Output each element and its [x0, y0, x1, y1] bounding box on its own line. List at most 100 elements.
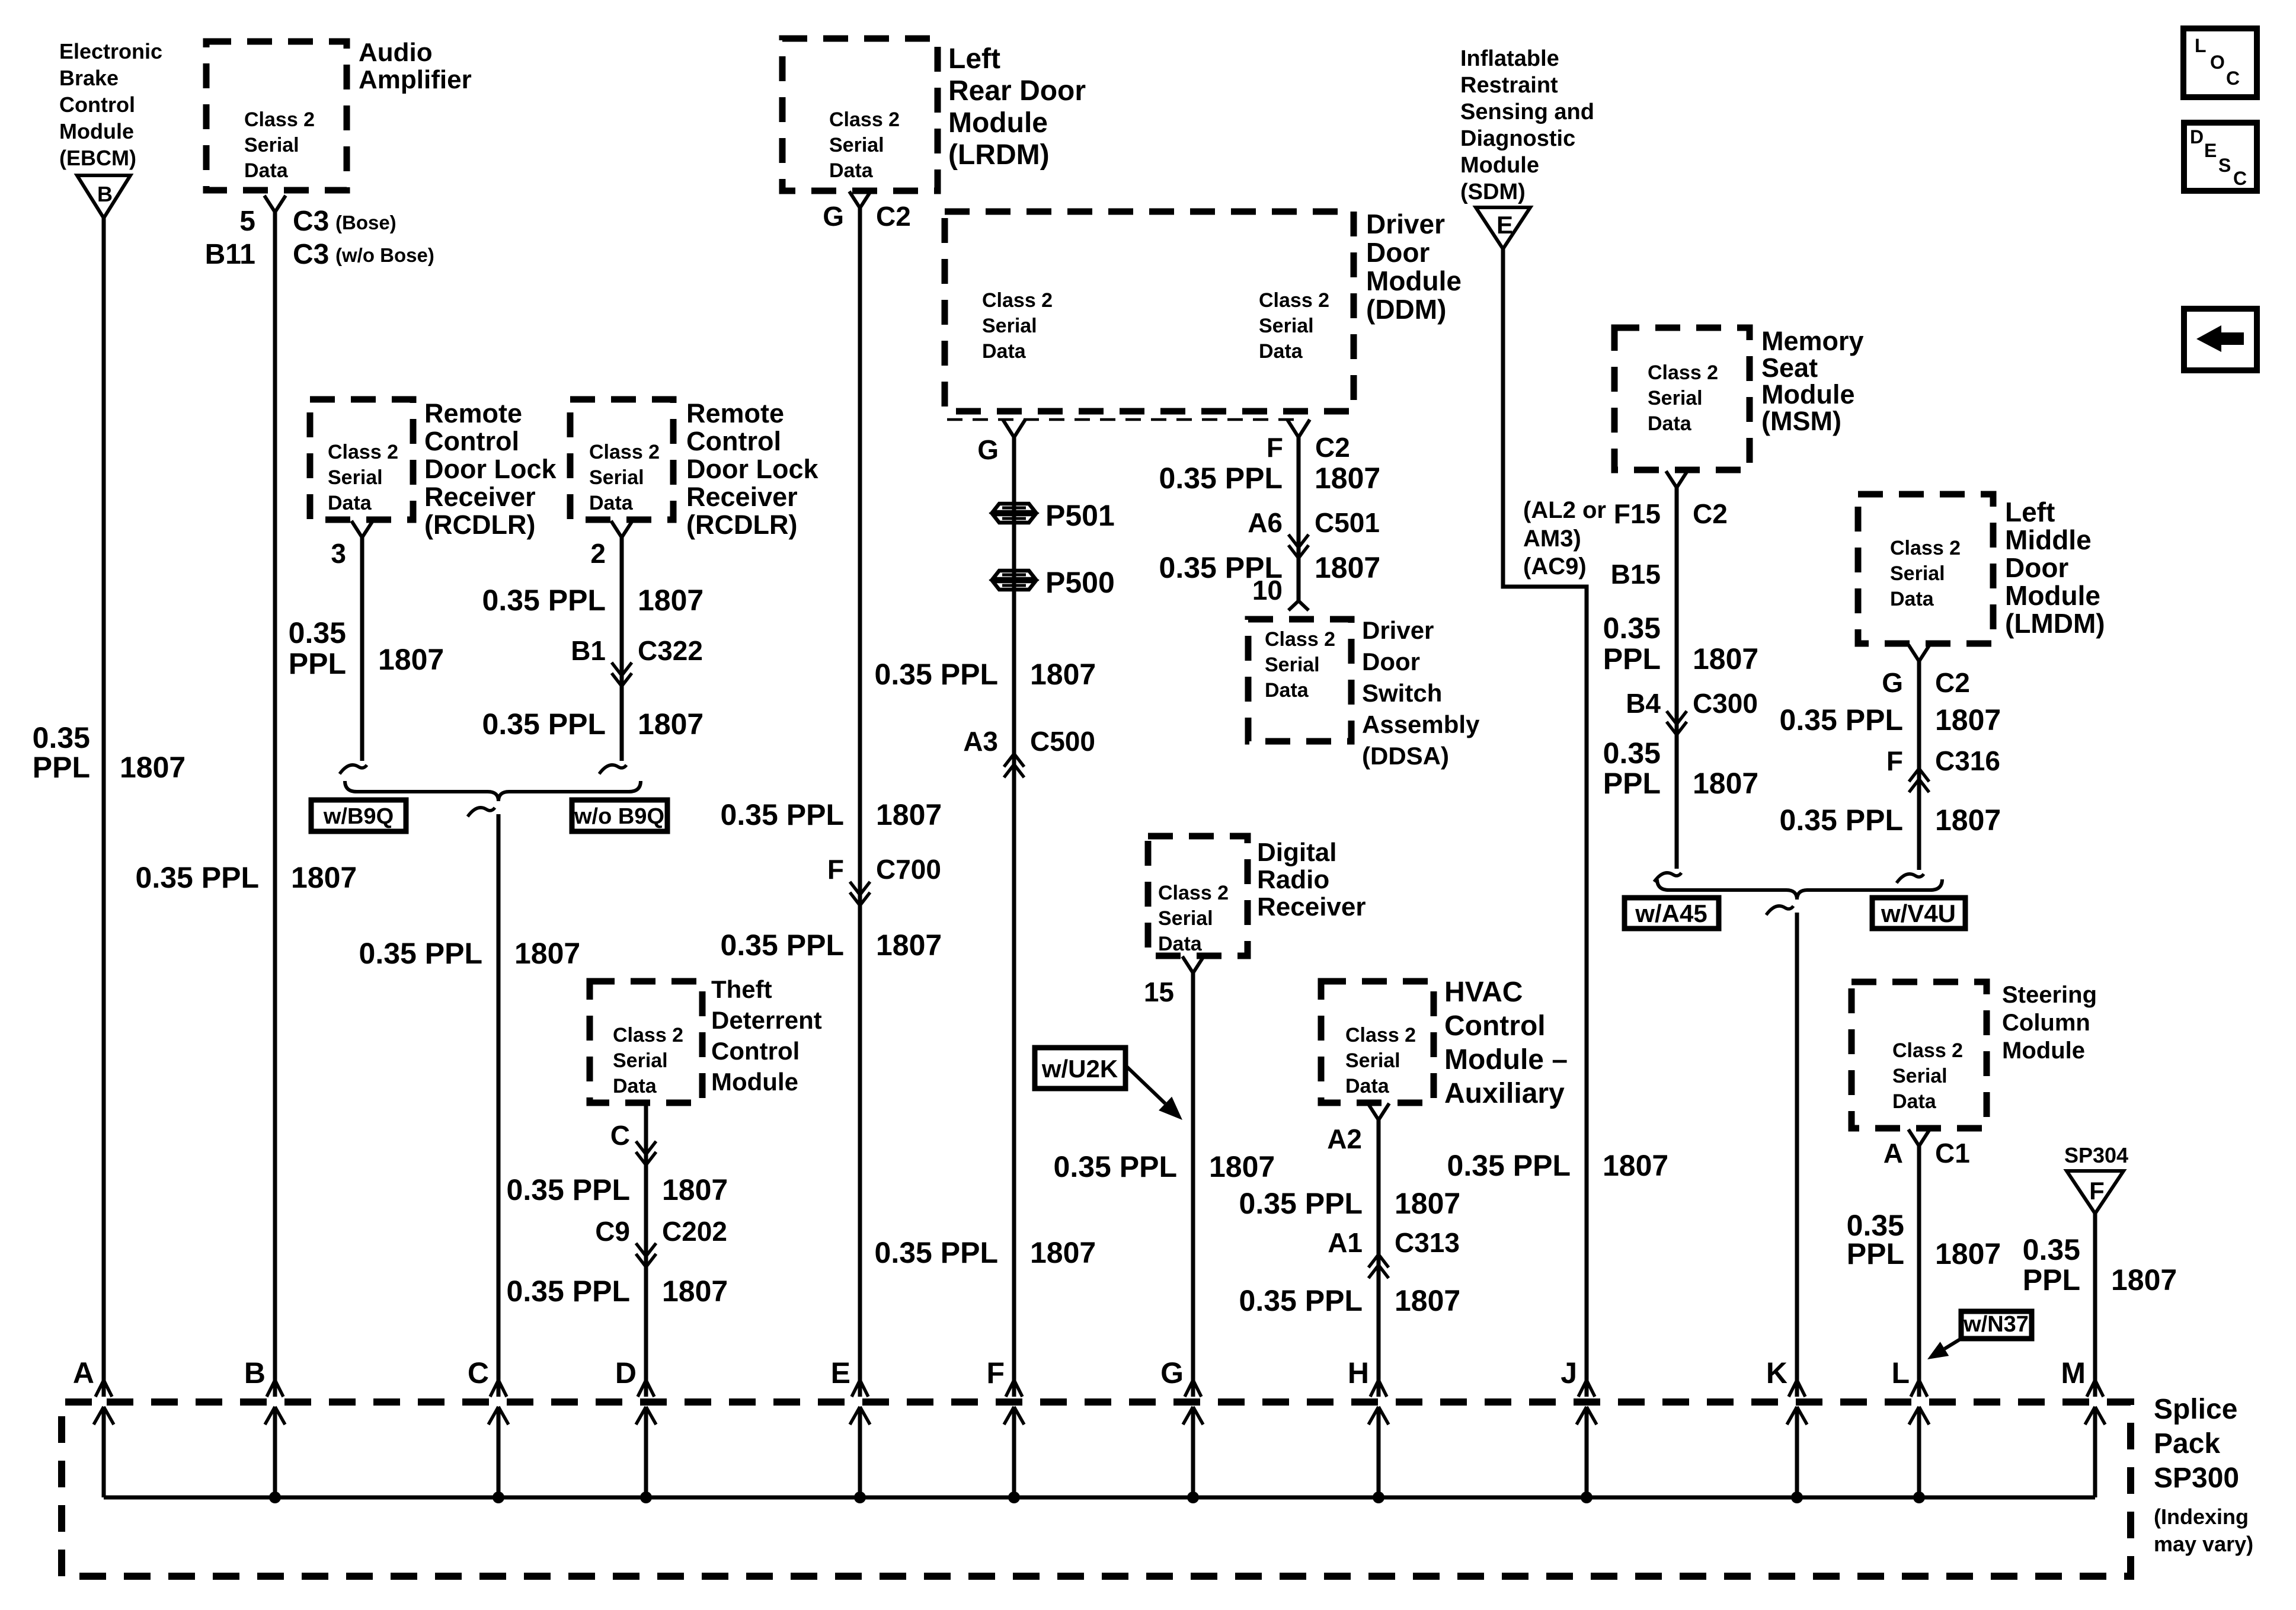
svg-text:w/U2K: w/U2K — [1041, 1055, 1118, 1083]
svg-text:B11: B11 — [205, 239, 255, 270]
svg-text:F: F — [1886, 745, 1903, 776]
svg-text:Data: Data — [613, 1075, 657, 1097]
svg-text:B: B — [97, 182, 113, 206]
svg-text:J: J — [1560, 1356, 1577, 1390]
svg-text:1807: 1807 — [120, 751, 186, 784]
svg-text:Audio: Audio — [359, 38, 433, 67]
svg-text:Data: Data — [982, 340, 1027, 363]
svg-text:Data: Data — [1892, 1090, 1937, 1113]
svg-text:C316: C316 — [1935, 745, 2000, 776]
svg-text:Serial: Serial — [1892, 1065, 1948, 1087]
svg-text:A: A — [1884, 1138, 1903, 1169]
svg-text:C202: C202 — [662, 1216, 727, 1247]
svg-text:L: L — [2195, 35, 2207, 56]
svg-text:Control: Control — [1444, 1010, 1546, 1042]
svg-text:(Bose): (Bose) — [335, 212, 396, 233]
svg-text:Module: Module — [711, 1068, 798, 1096]
svg-text:G: G — [823, 201, 844, 232]
svg-text:Data: Data — [1158, 933, 1203, 955]
svg-text:C: C — [610, 1120, 630, 1151]
svg-text:Serial: Serial — [613, 1049, 668, 1072]
svg-text:1807: 1807 — [1315, 462, 1380, 495]
svg-text:0.35 PPL: 0.35 PPL — [1239, 1284, 1363, 1317]
svg-text:1807: 1807 — [1315, 551, 1380, 584]
svg-text:3: 3 — [331, 538, 346, 569]
svg-text:Serial: Serial — [982, 315, 1037, 337]
svg-text:Class 2: Class 2 — [1158, 882, 1229, 904]
svg-text:Radio: Radio — [1257, 865, 1329, 894]
svg-text:C300: C300 — [1693, 688, 1758, 719]
svg-text:Sensing and: Sensing and — [1460, 100, 1594, 124]
svg-text:1807: 1807 — [1030, 1236, 1096, 1269]
svg-text:Data: Data — [829, 159, 874, 182]
svg-text:1807: 1807 — [876, 929, 942, 962]
svg-text:may vary): may vary) — [2154, 1532, 2253, 1556]
svg-text:Door Lock: Door Lock — [686, 454, 818, 484]
svg-text:0.35 PPL: 0.35 PPL — [1159, 462, 1283, 495]
svg-text:1807: 1807 — [1693, 642, 1758, 676]
svg-text:Deterrent: Deterrent — [711, 1006, 822, 1034]
svg-text:Column: Column — [2002, 1010, 2090, 1036]
svg-text:P501: P501 — [1045, 499, 1115, 532]
svg-text:(DDSA): (DDSA) — [1362, 742, 1449, 770]
svg-text:C501: C501 — [1315, 507, 1380, 538]
svg-text:Module: Module — [1366, 265, 1462, 296]
svg-text:Data: Data — [1259, 340, 1303, 363]
svg-text:0.35 PPL: 0.35 PPL — [482, 708, 606, 741]
svg-text:1807: 1807 — [638, 584, 703, 617]
svg-text:Data: Data — [1648, 412, 1692, 435]
svg-text:1807: 1807 — [1030, 658, 1096, 691]
svg-text:Data: Data — [1265, 679, 1309, 702]
svg-text:C2: C2 — [1693, 498, 1728, 529]
svg-text:Remote: Remote — [424, 398, 522, 428]
svg-text:Electronic: Electronic — [59, 39, 162, 63]
svg-text:Left: Left — [948, 43, 1000, 75]
svg-text:Data: Data — [244, 159, 289, 182]
svg-text:Driver: Driver — [1366, 209, 1445, 239]
svg-text:Door Lock: Door Lock — [424, 454, 557, 484]
svg-text:PPL: PPL — [1603, 767, 1661, 800]
svg-text:Restraint: Restraint — [1460, 73, 1558, 98]
svg-text:C: C — [468, 1356, 489, 1390]
svg-text:C1: C1 — [1935, 1138, 1970, 1169]
svg-text:Class 2: Class 2 — [1890, 537, 1961, 559]
svg-text:Door: Door — [2005, 552, 2068, 583]
svg-text:1807: 1807 — [1209, 1150, 1275, 1183]
svg-text:O: O — [2210, 52, 2225, 73]
svg-text:w/A45: w/A45 — [1635, 900, 1707, 927]
svg-text:B1: B1 — [571, 635, 606, 666]
svg-text:PPL: PPL — [289, 647, 346, 680]
svg-text:C500: C500 — [1030, 726, 1095, 757]
svg-text:C700: C700 — [876, 854, 941, 885]
svg-text:Module –: Module – — [1444, 1044, 1568, 1076]
svg-text:1807: 1807 — [1603, 1149, 1668, 1182]
svg-text:Assembly: Assembly — [1362, 710, 1480, 738]
svg-text:(RCDLR): (RCDLR) — [686, 510, 797, 540]
svg-text:(w/o Bose): (w/o Bose) — [335, 244, 434, 266]
svg-text:0.35: 0.35 — [1603, 737, 1661, 770]
svg-text:M: M — [2061, 1356, 2086, 1390]
svg-text:1807: 1807 — [291, 861, 357, 894]
svg-text:Class 2: Class 2 — [613, 1024, 683, 1046]
svg-text:B15: B15 — [1611, 559, 1661, 590]
svg-text:L: L — [1891, 1356, 1910, 1390]
svg-text:PPL: PPL — [2023, 1263, 2080, 1297]
svg-text:0.35 PPL: 0.35 PPL — [507, 1275, 630, 1308]
svg-text:F: F — [986, 1356, 1005, 1390]
svg-text:Amplifier: Amplifier — [359, 65, 472, 94]
svg-text:A: A — [73, 1356, 94, 1390]
svg-text:Data: Data — [589, 492, 634, 514]
svg-text:A2: A2 — [1327, 1124, 1362, 1154]
svg-text:0.35 PPL: 0.35 PPL — [482, 584, 606, 617]
svg-text:2: 2 — [590, 538, 606, 569]
svg-text:Class 2: Class 2 — [829, 108, 900, 131]
svg-text:PPL: PPL — [1603, 642, 1661, 676]
svg-text:Serial: Serial — [829, 134, 884, 156]
svg-text:0.35: 0.35 — [33, 721, 90, 754]
svg-text:1807: 1807 — [1693, 767, 1758, 800]
svg-text:w/B9Q: w/B9Q — [323, 804, 394, 829]
svg-text:Rear Door: Rear Door — [948, 75, 1086, 107]
svg-text:Class 2: Class 2 — [1892, 1039, 1963, 1062]
svg-text:Module: Module — [1761, 379, 1854, 409]
svg-text:F15: F15 — [1614, 498, 1661, 529]
